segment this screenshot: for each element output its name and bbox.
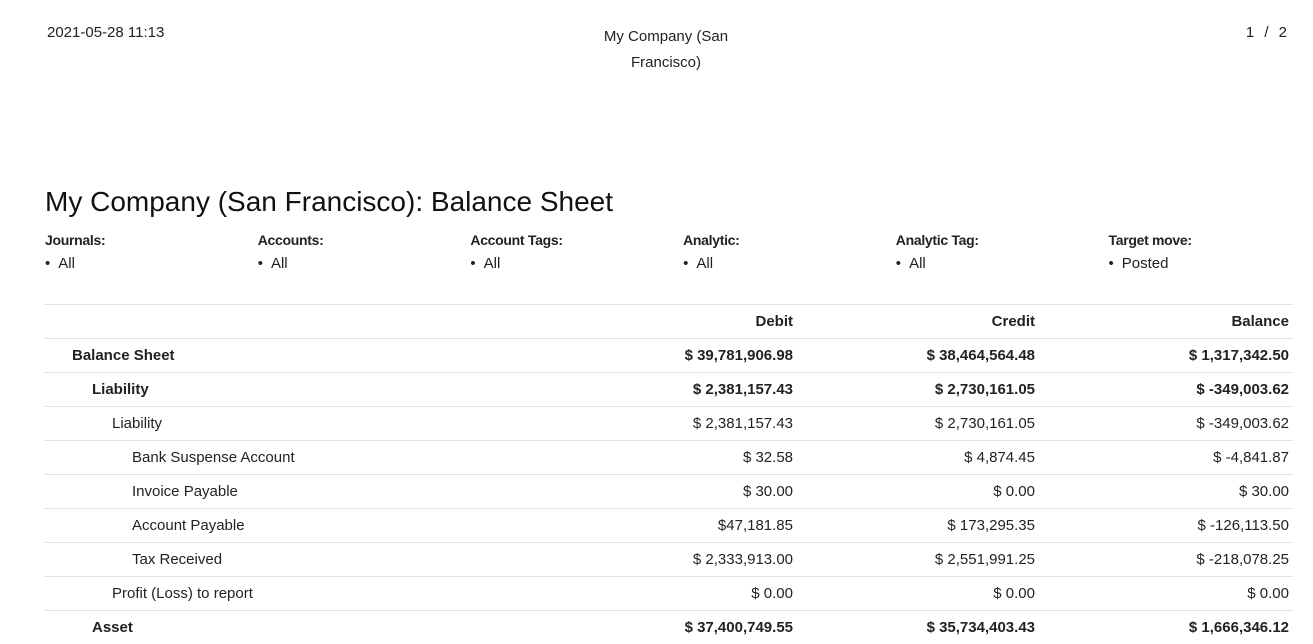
table-row: Liability $ 2,381,157.43 $ 2,730,161.05 $ -… — [44, 372, 1293, 406]
table-row: Invoice Payable $ 30.00 $ 0.00 $ 30.00 — [44, 474, 1293, 508]
print-date: 2021-05-28 11:13 — [47, 24, 164, 41]
amount-cell: $ 0.00 — [1247, 585, 1289, 602]
account-name: Tax Received — [132, 551, 222, 568]
filter-value: All — [45, 255, 255, 272]
account-name: Liability — [92, 381, 149, 398]
amount-cell: $ -218,078.25 — [1196, 551, 1289, 568]
header-row: Debit Credit Balance — [44, 304, 1293, 338]
table-row: Tax Received $ 2,333,913.00 $ 2,551,991.25… — [44, 542, 1293, 576]
filter: Analytic Tag: All — [896, 232, 1106, 272]
amount-cell: $ 37,400,749.55 — [685, 619, 793, 636]
amount-cell: $ 2,730,161.05 — [935, 415, 1035, 432]
account-name: Account Payable — [132, 517, 245, 534]
table-row: Profit (Loss) to report $ 0.00 $ 0.00 $ 0.0… — [44, 576, 1293, 610]
table-row: Liability $ 2,381,157.43 $ 2,730,161.05 $ -… — [44, 406, 1293, 440]
amount-cell: $ 35,734,403.43 — [927, 619, 1035, 636]
table-row: Account Payable $47,181.85 $ 173,295.35 $ -… — [44, 508, 1293, 542]
amount-cell: $ 2,333,913.00 — [693, 551, 793, 568]
amount-cell: $ 30.00 — [743, 483, 793, 500]
account-name: Liability — [112, 415, 162, 432]
filter: Analytic: All — [683, 232, 893, 272]
amount-cell: $ -349,003.62 — [1196, 415, 1289, 432]
filter-value: All — [896, 255, 1106, 272]
amount-cell: $ 2,381,157.43 — [693, 381, 793, 398]
account-name: Bank Suspense Account — [132, 449, 295, 466]
amount-cell: $ 2,381,157.43 — [693, 415, 793, 432]
filter-value: All — [258, 255, 468, 272]
filter: Journals: All — [45, 232, 255, 272]
column-header: Credit — [992, 313, 1035, 330]
amount-cell: $ 30.00 — [1239, 483, 1289, 500]
amount-cell: $47,181.85 — [718, 517, 793, 534]
filter-value: All — [470, 255, 680, 272]
amount-cell: $ 0.00 — [751, 585, 793, 602]
account-name: Profit (Loss) to report — [112, 585, 253, 602]
amount-cell: $ 32.58 — [743, 449, 793, 466]
amount-cell: $ 2,551,991.25 — [935, 551, 1035, 568]
company-name: My Company (San Francisco) — [586, 24, 746, 76]
column-header: Debit — [756, 313, 794, 330]
amount-cell: $ -349,003.62 — [1196, 381, 1289, 398]
amount-cell: $ -4,841.87 — [1213, 449, 1289, 466]
amount-cell: $ 4,874.45 — [964, 449, 1035, 466]
account-name: Balance Sheet — [72, 347, 175, 364]
amount-cell: $ 0.00 — [993, 585, 1035, 602]
amount-cell: $ 1,317,342.50 — [1189, 347, 1289, 364]
balance-table: Debit Credit Balance Balance Sheet $ 39,7… — [44, 304, 1293, 644]
filter-value: All — [683, 255, 893, 272]
filter: Target move: Posted — [1109, 232, 1313, 272]
filter-label: Accounts: — [258, 232, 468, 248]
amount-cell: $ 38,464,564.48 — [927, 347, 1035, 364]
filter: Accounts: All — [258, 232, 468, 272]
table-row: Bank Suspense Account $ 32.58 $ 4,874.45 $ … — [44, 440, 1293, 474]
filter-value: Posted — [1109, 255, 1313, 272]
amount-cell: $ 2,730,161.05 — [935, 381, 1035, 398]
filter: Account Tags: All — [470, 232, 680, 272]
filter-label: Target move: — [1109, 232, 1313, 248]
filter-label: Analytic: — [683, 232, 893, 248]
filter-label: Account Tags: — [470, 232, 680, 248]
table-row: Balance Sheet $ 39,781,906.98 $ 38,464,564… — [44, 338, 1293, 372]
report-title: My Company (San Francisco): Balance Shee… — [45, 186, 613, 218]
amount-cell: $ 39,781,906.98 — [685, 347, 793, 364]
table-row: Asset $ 37,400,749.55 $ 35,734,403.43 $ 1,6… — [44, 610, 1293, 644]
account-name: Invoice Payable — [132, 483, 238, 500]
report-page: 2021-05-28 11:13 My Company (San Francis… — [0, 0, 1313, 615]
filter-label: Journals: — [45, 232, 255, 248]
amount-cell: $ -126,113.50 — [1198, 517, 1289, 534]
amount-cell: $ 0.00 — [993, 483, 1035, 500]
amount-cell: $ 173,295.35 — [947, 517, 1035, 534]
account-name: Asset — [92, 619, 133, 636]
page-number: 1 / 2 — [1246, 24, 1287, 41]
amount-cell: $ 1,666,346.12 — [1189, 619, 1289, 636]
column-header: Balance — [1231, 313, 1289, 330]
filter-label: Analytic Tag: — [896, 232, 1106, 248]
